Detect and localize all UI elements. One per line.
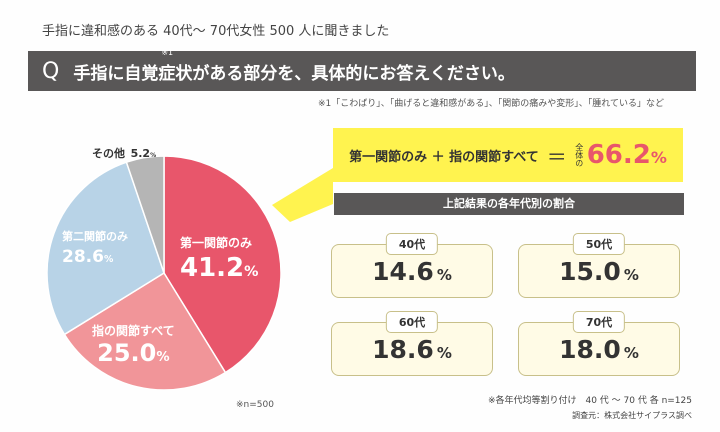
age-tag-60s: 60代 [385, 311, 439, 333]
age-value-50s: 15.0% [559, 257, 639, 286]
combined-callout: 第一関節のみ ＋ 指の関節すべて ＝ 全体の 66.2% [333, 128, 683, 182]
callout-whole-label: 全体の [574, 143, 584, 167]
allocation-note: ※各年代均等割り付け 40 代 〜 70 代 各 n=125 [487, 396, 692, 406]
age-box-70s: 70代 18.0% [518, 311, 680, 376]
slice-label-second-joint: 第二関節のみ 28.6% [62, 228, 128, 267]
question-bar: Q 手指に自覚症状がある部分を、具体的にお答えください。 ※1 [28, 47, 696, 91]
age-box-40s: 40代 14.6% [331, 233, 493, 298]
pie-slice-other [125, 155, 165, 274]
age-box-60s: 60代 18.6% [331, 311, 493, 376]
slice-label-first-joint: 第一関節のみ 41.2% [180, 232, 258, 283]
age-tag-50s: 50代 [572, 233, 626, 255]
symptom-footnote: ※1「こわばり」、「曲げると違和感がある」、「関節の痛みや変形」、「腫れている」… [318, 99, 664, 109]
age-tag-40s: 40代 [385, 233, 439, 255]
age-value-40s: 14.6% [372, 257, 452, 286]
question-letter: Q [42, 58, 60, 84]
callout-value: 66.2% [586, 140, 667, 170]
slice-value-second-joint: 28.6% [62, 247, 114, 267]
pie-slice-first-joint [163, 155, 282, 374]
age-value-70s: 18.0% [559, 335, 639, 364]
slice-name-first-joint: 第一関節のみ [180, 236, 253, 250]
pie-slice-all-joints [63, 271, 227, 391]
callout-text: 第一関節のみ ＋ 指の関節すべて [349, 149, 539, 165]
sample-size-note: ※n=500 [236, 400, 274, 410]
slice-value-first-joint: 41.2% [180, 253, 259, 283]
callout-equals: ＝ [546, 144, 567, 169]
slice-name-other: その他 [92, 147, 125, 160]
pie-slice-second-joint [46, 161, 165, 336]
age-value-60s: 18.6% [372, 335, 452, 364]
slice-value-other: 5.2% [130, 147, 157, 160]
question-footnote-mark: ※1 [161, 47, 174, 57]
survey-subtitle: 手指に違和感のある 40代〜 70代女性 500 人に聞きました [42, 24, 390, 39]
source-note: 調査元：株式会社サイプラス調べ [572, 411, 692, 420]
slice-label-all-joints: 指の関節すべて 25.0% [92, 322, 175, 367]
slice-name-all-joints: 指の関節すべて [92, 324, 175, 338]
slice-value-all-joints: 25.0% [97, 339, 170, 367]
callout-pointer [272, 168, 333, 222]
breakdown-title: 上記結果の各年代別の割合 [334, 193, 684, 215]
slice-label-other: その他 5.2% [92, 142, 156, 161]
age-tag-70s: 70代 [572, 311, 626, 333]
age-box-50s: 50代 15.0% [518, 233, 680, 298]
slice-name-second-joint: 第二関節のみ [62, 230, 128, 243]
question-text: 手指に自覚症状がある部分を、具体的にお答えください。 ※1 [73, 47, 515, 84]
